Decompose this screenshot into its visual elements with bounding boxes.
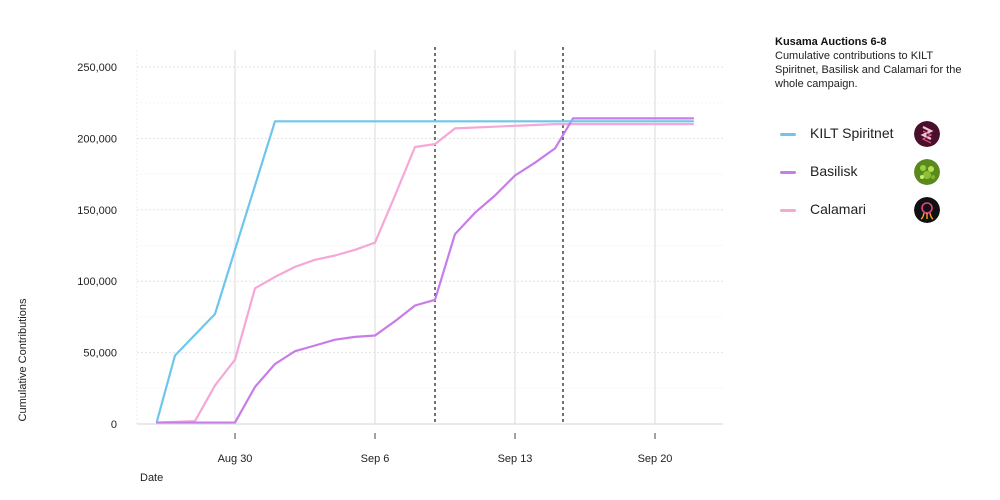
series-line-calamari	[155, 122, 695, 424]
x-axis-title: Date	[140, 472, 163, 484]
series-lines	[155, 117, 695, 424]
y-tick-label: 100,000	[77, 276, 117, 288]
x-tick-label: Aug 30	[218, 453, 253, 465]
y-tick-label: 50,000	[83, 348, 117, 360]
chart-subtitle: Cumulative contributions to KILT Spiritn…	[775, 50, 962, 90]
y-tick-label: 250,000	[77, 62, 117, 74]
x-axis-ticks: Aug 30 Sep 6 Sep 13 Sep 20	[218, 433, 673, 465]
chart-title: Kusama Auctions 6-8	[775, 36, 887, 48]
legend-label-calamari: Calamari	[810, 201, 867, 217]
calamari-logo-icon	[914, 197, 940, 223]
legend-label-kilt: KILT Spiritnet	[810, 125, 894, 141]
x-tick-label: Sep 20	[638, 453, 673, 465]
legend-label-basilisk: Basilisk	[810, 163, 858, 179]
y-tick-label: 150,000	[77, 205, 117, 217]
legend-item-kilt: KILT Spiritnet	[780, 120, 960, 150]
legend-item-basilisk: Basilisk	[780, 158, 960, 188]
basilisk-logo-icon	[914, 159, 940, 185]
series-line-basilisk	[155, 117, 695, 424]
x-tick-label: Sep 13	[498, 453, 533, 465]
kilt-logo-icon	[914, 121, 940, 147]
legend-swatch-kilt	[780, 133, 796, 136]
legend-swatch-calamari	[780, 209, 796, 212]
legend-swatch-basilisk	[780, 171, 796, 174]
legend-item-calamari: Calamari	[780, 196, 960, 226]
y-axis-title: Cumulative Contributions	[17, 298, 29, 421]
x-tick-label: Sep 6	[361, 453, 390, 465]
y-tick-label: 0	[111, 419, 117, 431]
y-axis-ticks: 0 50,000 100,000 150,000 200,000 250,000	[77, 62, 117, 431]
grid-lines	[136, 50, 723, 424]
series-line-kilt-spiritnet	[155, 120, 695, 423]
y-tick-label: 200,000	[77, 133, 117, 145]
chart-header: Kusama Auctions 6-8 Cumulative contribut…	[775, 36, 975, 91]
vertical-markers	[434, 47, 564, 424]
